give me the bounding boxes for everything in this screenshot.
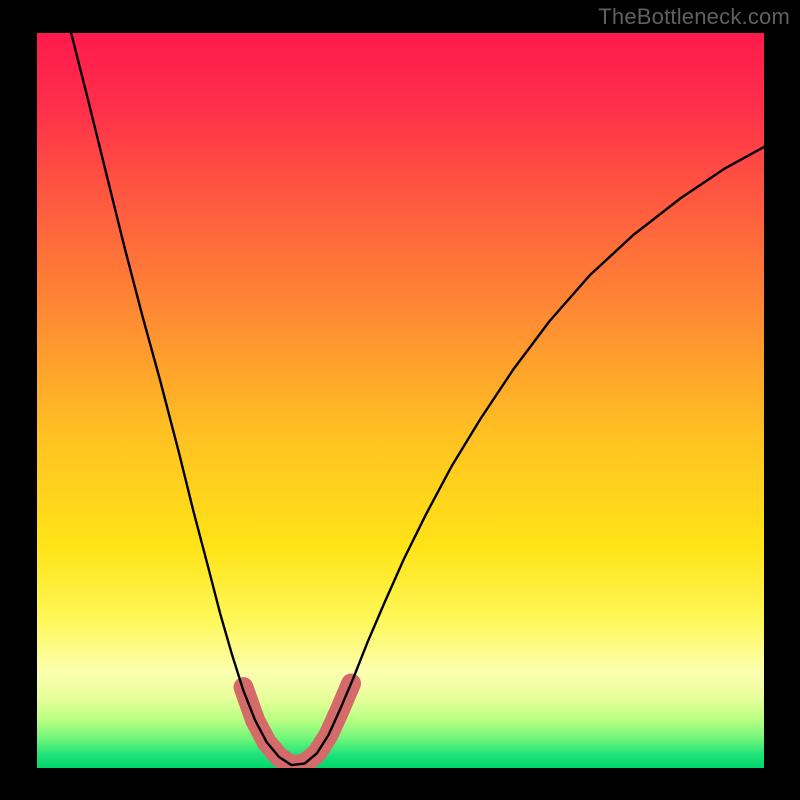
- watermark-text: TheBottleneck.com: [598, 4, 790, 30]
- chart-canvas: TheBottleneck.com: [0, 0, 800, 800]
- bottleneck-chart: [0, 0, 800, 800]
- plot-background: [37, 33, 764, 768]
